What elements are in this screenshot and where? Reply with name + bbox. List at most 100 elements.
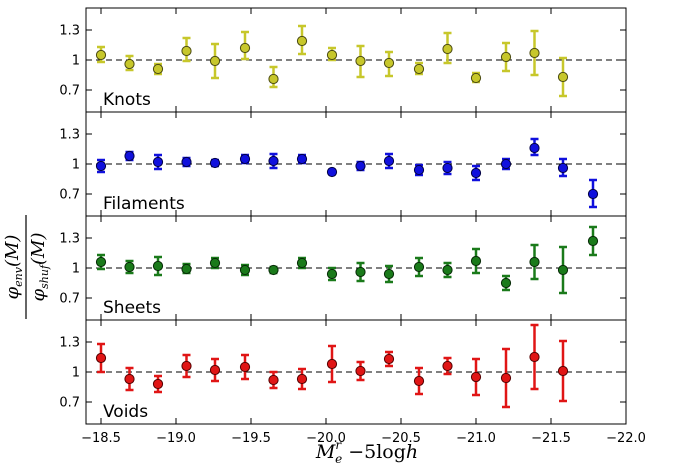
- data-point: [296, 373, 308, 385]
- data-point: [209, 157, 221, 169]
- data-point: [383, 155, 395, 167]
- data-point: [355, 266, 366, 278]
- y-tick-label: 1: [72, 54, 80, 69]
- x-tick-label: −20.0: [306, 431, 346, 446]
- data-point: [529, 47, 540, 59]
- y-tick-label: 0.7: [59, 188, 80, 203]
- x-tick-label: −22.0: [606, 431, 646, 446]
- panel-label-voids: Voids: [103, 402, 148, 422]
- x-tick-label: −19.5: [231, 431, 271, 446]
- data-point: [355, 365, 366, 377]
- data-point: [95, 160, 107, 172]
- data-point: [413, 375, 425, 387]
- panel-knots: 0.7 1 1.3 Knots: [59, 7, 627, 113]
- data-point: [442, 162, 453, 174]
- data-point: [442, 264, 453, 276]
- data-point: [326, 358, 338, 370]
- data-point: [152, 63, 164, 75]
- panels-group: 0.7 1 1.3 Knots 0.7 1 1.3 Filaments 0.7 1 1.3 Sheet…: [59, 7, 627, 425]
- data-point: [442, 360, 453, 372]
- x-tick-label: −19.0: [156, 431, 196, 446]
- y-tick-label: 0.7: [59, 396, 80, 411]
- data-point: [557, 71, 569, 83]
- y-axis-label: φenv(M) φshuf(M): [2, 215, 51, 319]
- y-tick-label: 1: [72, 366, 80, 381]
- data-point: [326, 166, 338, 178]
- data-point: [355, 160, 366, 172]
- panel-label-filaments: Filaments: [103, 194, 185, 214]
- data-point: [209, 55, 221, 67]
- x-axis-title: Mr e −5logh: [315, 438, 418, 466]
- data-point: [470, 167, 482, 179]
- panel-label-knots: Knots: [103, 90, 151, 110]
- data-point: [239, 264, 251, 276]
- data-point: [181, 360, 192, 372]
- data-point: [587, 188, 599, 200]
- data-point: [152, 378, 164, 390]
- data-point: [181, 45, 192, 57]
- data-point: [355, 55, 366, 67]
- data-point: [95, 49, 107, 61]
- data-point: [95, 256, 107, 268]
- y-tick-label: 0.7: [59, 84, 80, 99]
- data-point: [383, 268, 395, 280]
- data-point: [326, 49, 338, 61]
- data-point: [500, 158, 512, 170]
- data-point: [529, 351, 540, 363]
- data-point: [152, 260, 164, 272]
- data-point: [152, 156, 164, 168]
- data-point: [124, 150, 135, 162]
- data-point: [529, 142, 540, 154]
- data-point: [470, 72, 482, 84]
- data-point: [326, 268, 338, 280]
- data-point: [296, 35, 308, 47]
- data-point: [296, 153, 308, 165]
- data-point: [383, 57, 395, 69]
- data-point: [442, 43, 453, 55]
- data-point: [239, 361, 251, 373]
- y-tick-label: 1: [72, 262, 80, 277]
- data-point: [470, 371, 482, 383]
- data-point: [268, 155, 279, 167]
- data-point: [239, 42, 251, 54]
- data-point: [124, 58, 135, 70]
- data-point: [557, 162, 569, 174]
- y-label-numerator: φenv(M): [2, 235, 25, 300]
- y-tick-label: 1.3: [59, 128, 80, 143]
- panel-voids: 0.7 1 1.3 Voids: [59, 319, 627, 425]
- data-point: [557, 365, 569, 377]
- data-point: [500, 372, 512, 384]
- data-point: [209, 257, 221, 269]
- x-tick-label: −21.0: [456, 431, 496, 446]
- data-point: [181, 263, 192, 275]
- y-tick-label: 1.3: [59, 24, 80, 39]
- panel-label-sheets: Sheets: [103, 298, 161, 318]
- data-point: [239, 153, 251, 165]
- data-point: [413, 261, 425, 273]
- data-point: [268, 374, 279, 386]
- data-point: [209, 364, 221, 376]
- data-point: [470, 255, 482, 267]
- y-tick-label: 1: [72, 158, 80, 173]
- x-tick-label: −18.5: [81, 431, 121, 446]
- data-point: [413, 63, 425, 75]
- y-label-denominator: φshuf(M): [28, 233, 51, 302]
- data-point: [296, 257, 308, 269]
- y-tick-label: 1.3: [59, 232, 80, 247]
- y-tick-label: 0.7: [59, 292, 80, 307]
- y-tick-label: 1.3: [59, 336, 80, 351]
- data-point: [383, 353, 395, 365]
- x-tick-label: −20.5: [381, 431, 421, 446]
- panel-sheets: 0.7 1 1.3 Sheets: [59, 215, 627, 321]
- data-point: [181, 156, 192, 168]
- data-point: [500, 277, 512, 289]
- data-point: [413, 164, 425, 176]
- data-point: [529, 256, 540, 268]
- data-point: [95, 352, 107, 364]
- data-point: [557, 264, 569, 276]
- data-point: [124, 373, 135, 385]
- x-axis: −18.5 −19.0 −19.5 −20.0 −20.5 −21.0 −21.5 −22.0: [81, 431, 646, 446]
- data-point: [500, 51, 512, 63]
- data-point: [268, 73, 279, 85]
